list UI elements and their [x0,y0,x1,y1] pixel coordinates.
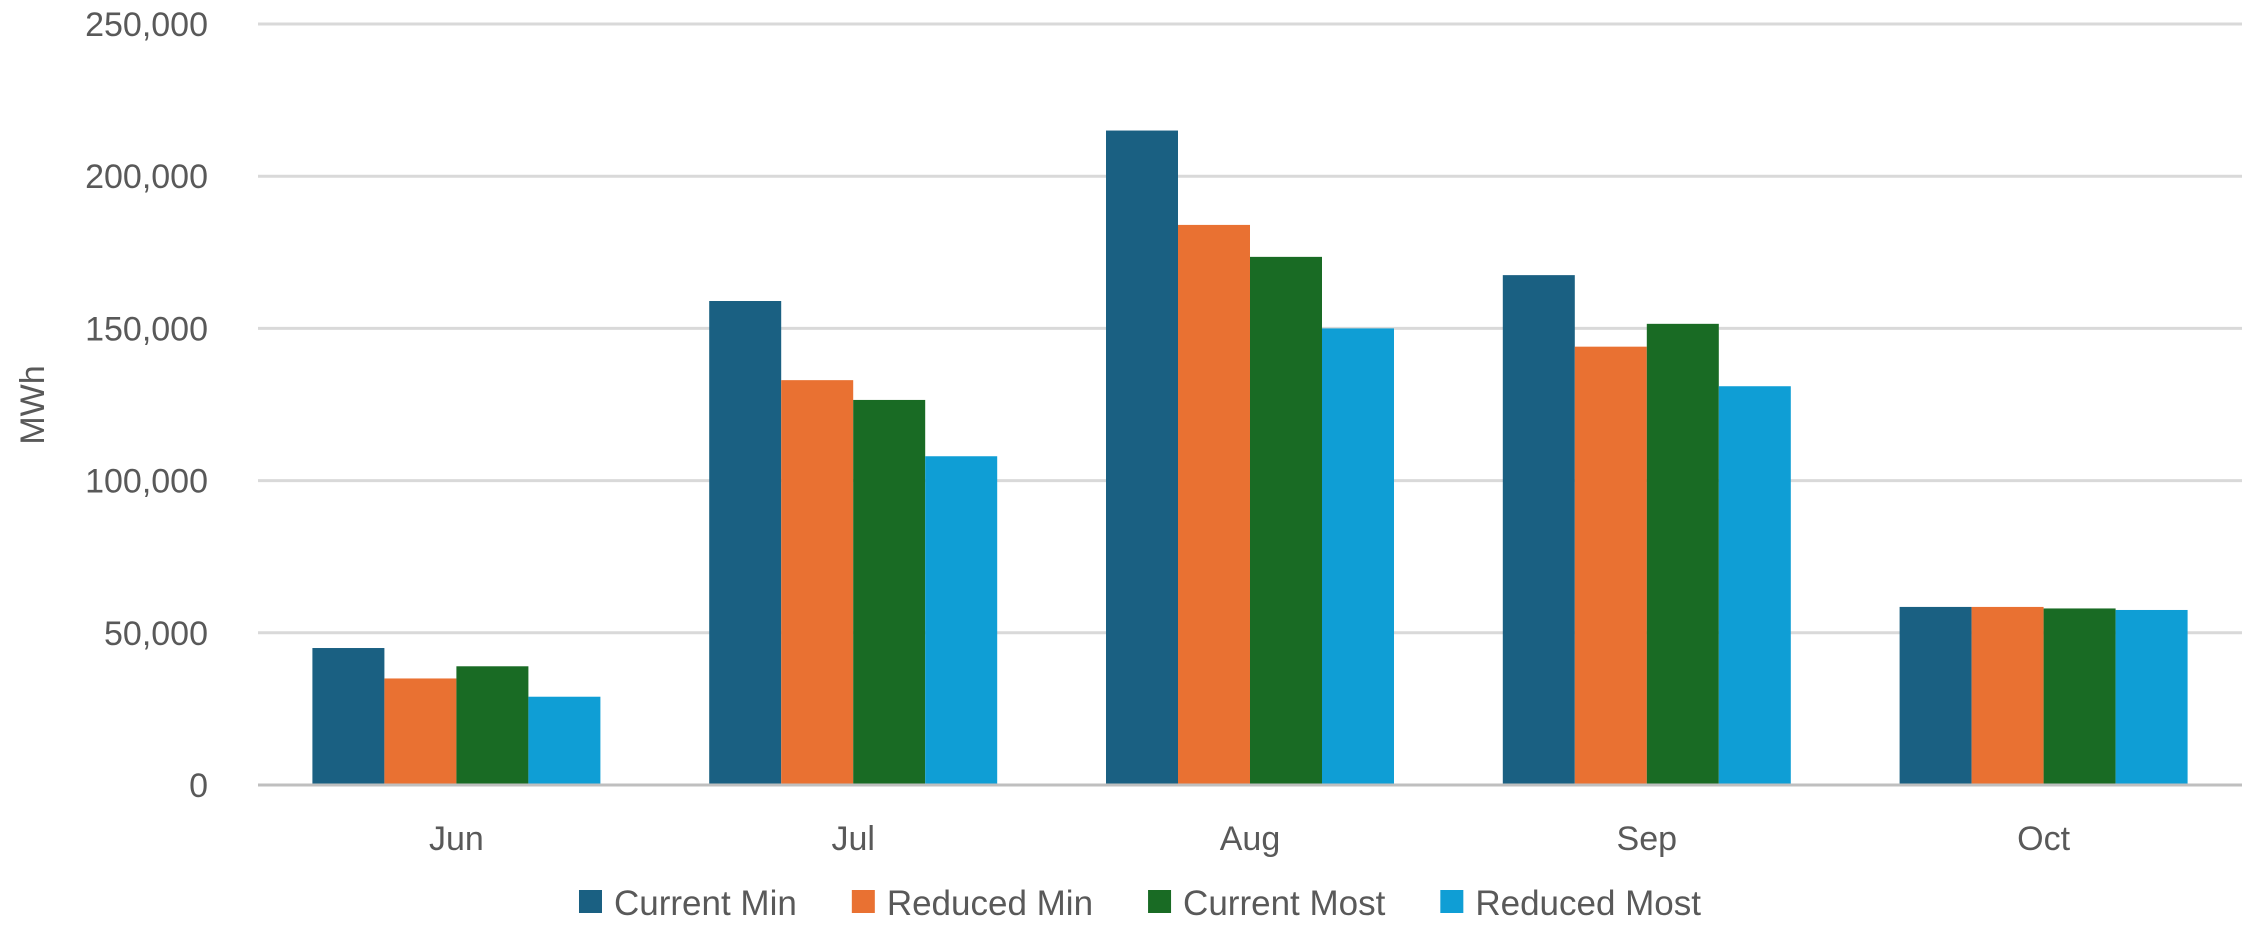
legend-swatch-current-most [1148,890,1172,913]
bar-current-min-aug [1106,130,1178,786]
bars [312,130,2188,786]
bar-current-most-jul [853,399,926,785]
legend-label-reduced-min: Reduced Min [887,884,1093,923]
x-tick-label: Jun [429,820,484,858]
bar-reduced-most-jun [528,696,601,785]
bar-current-most-sep [1646,323,1719,785]
y-tick-label: 0 [189,767,208,805]
bar-reduced-most-aug [1322,328,1394,785]
x-tick-label: Jul [831,820,874,858]
bar-current-most-jun [456,666,529,785]
bar-reduced-min-jun [384,678,457,785]
bar-current-most-aug [1250,256,1322,786]
legend-swatch-reduced-min [851,890,875,913]
bar-current-min-sep [1502,275,1575,785]
legend-swatch-current-min [578,890,602,913]
axes: 0 50,000 100,000 150,000 200,000 250,000 Jun Ju… [85,6,2242,858]
y-axis-title: MWh [14,365,52,444]
bar-reduced-most-sep [1718,386,1791,785]
bar-current-min-jun [312,648,385,785]
legend-label-current-most: Current Most [1183,884,1386,923]
x-tick-label: Aug [1220,820,1281,858]
y-tick-label: 150,000 [85,310,208,348]
bar-current-min-oct [1899,606,1972,785]
legend-swatch-reduced-most [1440,890,1464,913]
legend: Current Min Reduced Min Current Most Reduce… [578,884,1701,923]
y-tick-label: 50,000 [104,615,208,653]
legend-label-reduced-most: Reduced Most [1475,884,1701,923]
bar-reduced-min-jul [781,380,854,785]
y-tick-label: 200,000 [85,158,208,196]
bar-reduced-most-jul [925,456,998,785]
x-tick-label: Oct [2017,820,2070,858]
bar-current-min-jul [709,301,782,785]
bar-reduced-min-oct [1971,606,2044,785]
x-tick-label: Sep [1617,820,1678,858]
bar-reduced-min-sep [1574,346,1647,785]
y-tick-label: 250,000 [85,6,208,44]
bar-reduced-most-oct [2115,609,2188,785]
bar-reduced-min-aug [1178,224,1250,786]
y-tick-label: 100,000 [85,463,208,501]
bar-current-most-oct [2043,608,2116,785]
legend-label-current-min: Current Min [614,884,797,923]
